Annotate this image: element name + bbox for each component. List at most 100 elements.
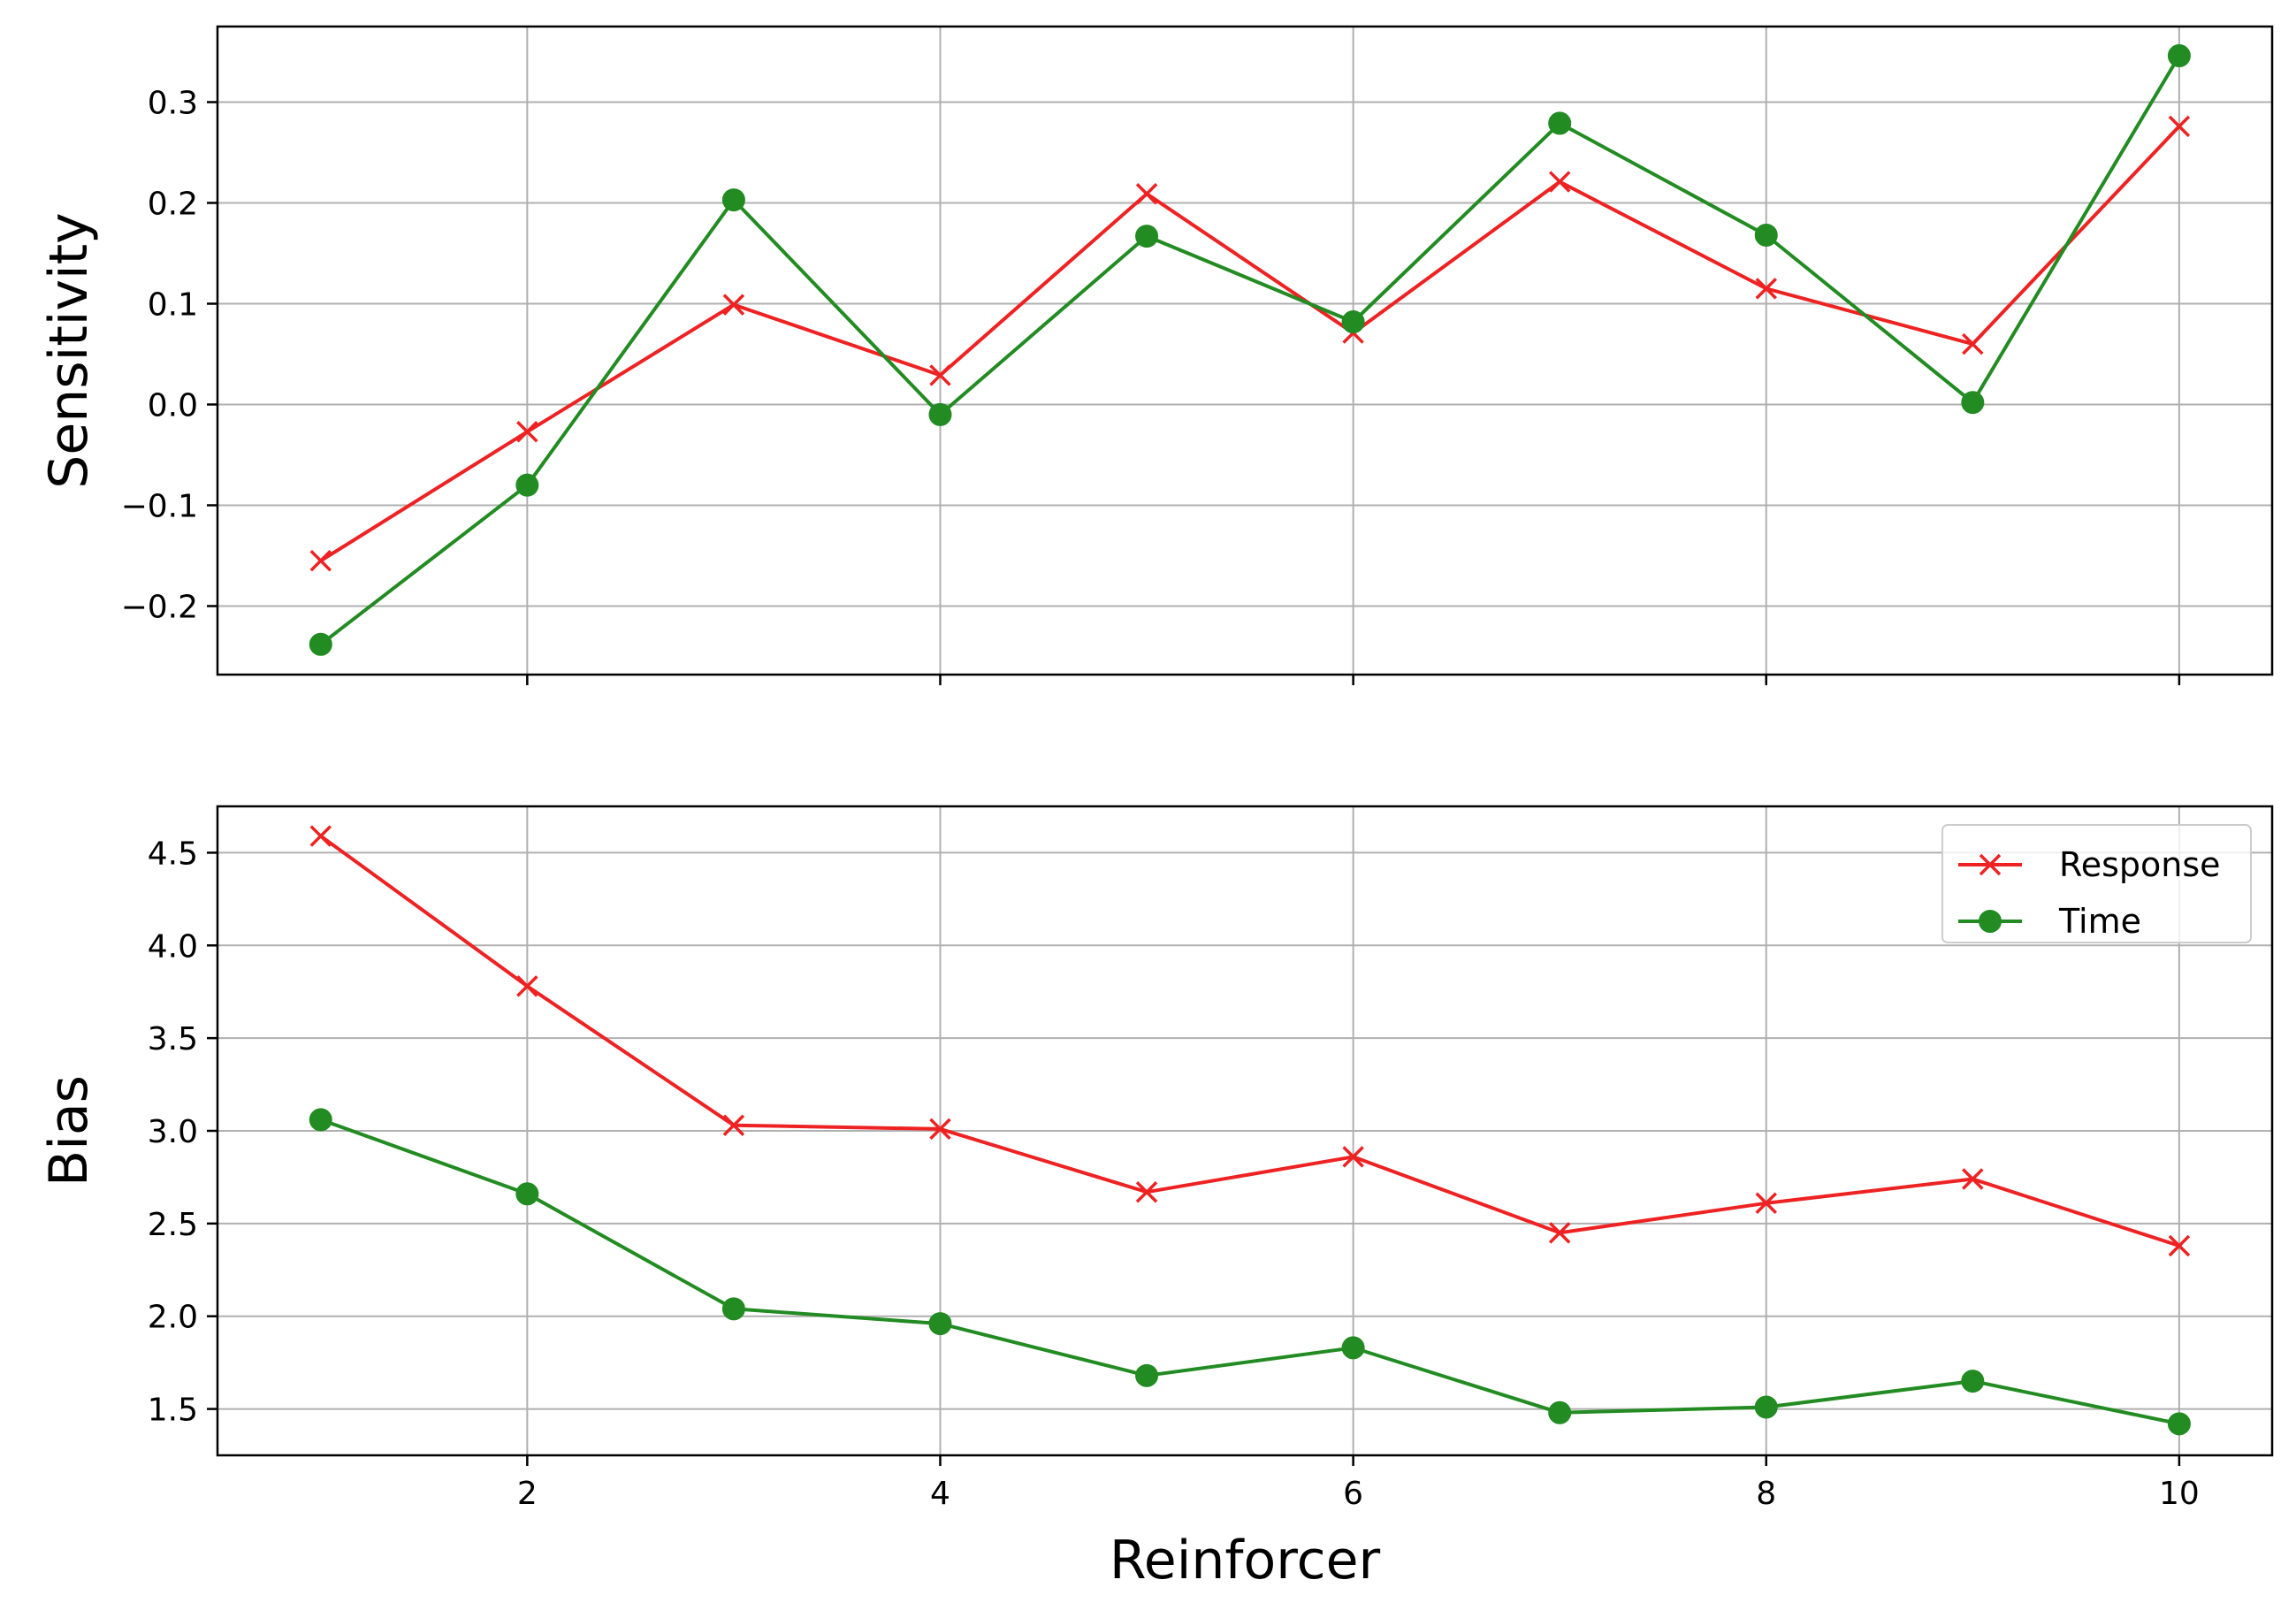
bias-lines [319,834,2180,1426]
bias-response-point-7 [1548,1222,1571,1244]
bias-time-point-7 [1548,1400,1572,1424]
bias-response-point-3-stroke-b [722,1114,745,1136]
bias-y-tick-label-6: 4.5 [148,836,198,872]
bias-x-tick-label-4: 4 [930,1476,950,1512]
sensitivity-y-axis-label: Sensitivity [38,212,100,488]
bias-response-point-5 [1135,1180,1158,1203]
sensitivity-y-tick-label-2: 0.0 [148,387,198,424]
bias-time-point-3 [721,1297,745,1321]
sensitivity-time-point-1 [309,632,332,656]
sensitivity-response-point-1 [309,549,332,572]
sensitivity-response-point-5-stroke-b [1135,182,1158,205]
bias-y-tick-label-3: 3.0 [148,1114,198,1150]
legend-box [1941,824,2252,943]
bias-time-point-5 [1135,1363,1159,1387]
sensitivity-y-tick-label-3: 0.1 [148,286,198,323]
legend-response-marker-glyph-stroke-b [1979,853,2002,876]
sensitivity-lines [319,55,2181,646]
legend-response-marker [1979,853,2002,876]
bias-response-line [319,834,2180,1248]
sensitivity-y-tick-label-0: −0.2 [121,589,198,625]
sensitivity-axes-frame [216,25,2274,676]
sensitivity-response-point-3-stroke-b [722,294,745,316]
bias-response-point-8-stroke-b [1755,1192,1777,1215]
sensitivity-response-point-2 [516,421,538,443]
sensitivity-time-line [319,55,2181,646]
bias-response-point-1 [309,825,332,847]
sensitivity-time-point-10 [2167,44,2191,68]
bias-time-point-6 [1341,1336,1365,1360]
bias-response-point-4-stroke-b [929,1118,951,1141]
bias-response-point-2 [516,975,538,997]
legend-entry-time: Time [1958,902,2141,941]
bias-y-tick-label-2: 2.5 [148,1207,198,1243]
sensitivity-response-point-8-stroke-b [1755,278,1777,300]
sensitivity-response-point-3 [722,294,745,316]
bias-response-point-4 [929,1118,951,1141]
sensitivity-markers [309,44,2191,656]
bias-markers [309,825,2191,1436]
bias-ticks: 2 4 6 8 10 1.5 2.0 2.5 3.0 3.5 4.0 4.5 [148,836,2200,1512]
bias-y-tick-label-4: 3.5 [148,1021,198,1057]
sensitivity-response-point-1-stroke-b [309,549,332,572]
sensitivity-response-point-8 [1755,278,1777,300]
bias-time-point-9 [1961,1370,1985,1393]
sensitivity-response-point-9-stroke-b [1962,332,1984,355]
bias-x-tick-label-8: 8 [1756,1476,1776,1512]
bias-time-line [320,1118,2180,1426]
bias-x-tick-label-2: 2 [517,1476,538,1512]
sensitivity-response-point-9 [1962,332,1984,355]
sensitivity-response-point-2-stroke-b [516,421,538,443]
sensitivity-response-line [319,125,2181,562]
legend-response-label: Response [2059,845,2221,884]
sensitivity-response-point-10 [2168,115,2191,138]
bias-response-point-8 [1755,1192,1777,1215]
bias-response-point-6-stroke-b [1342,1146,1364,1168]
sensitivity-time-point-9 [1961,391,1985,415]
bias-time-point-2 [515,1182,539,1206]
bias-response-point-3 [722,1114,745,1136]
bias-time-point-1 [309,1108,332,1132]
bias-time-point-4 [928,1312,952,1336]
x-axis-label: Reinforcer [1110,1530,1381,1591]
bias-response-point-2-stroke-b [516,975,538,997]
sensitivity-grid [217,27,2272,675]
bias-y-tick-label-0: 1.5 [148,1393,198,1429]
bias-response-point-6 [1342,1146,1364,1168]
sensitivity-response-point-7 [1548,171,1571,193]
sensitivity-panel: −0.2 −0.1 0.0 0.1 0.2 0.3 Sensitivity [38,25,2274,685]
sensitivity-y-tick-label-5: 0.3 [148,85,198,121]
legend-entry-response: Response [1958,845,2221,884]
sensitivity-response-point-7-stroke-b [1548,171,1571,193]
sensitivity-time-point-7 [1548,111,1572,135]
sensitivity-time-point-5 [1135,225,1159,248]
sensitivity-time-point-4 [928,402,952,426]
bias-response-point-10 [2168,1234,2191,1257]
bias-x-tick-label-10: 10 [2159,1476,2200,1512]
legend: Response Time [1941,824,2252,943]
bias-response-point-9 [1962,1168,1984,1190]
bias-panel: 2 4 6 8 10 1.5 2.0 2.5 3.0 3.5 4.0 4.5 Bias Reinfor… [38,805,2274,1591]
bias-y-axis-label: Bias [38,1075,100,1187]
bias-y-tick-label-1: 2.0 [148,1300,198,1336]
sensitivity-time-point-3 [721,188,745,212]
bias-time-point-10 [2167,1412,2191,1436]
bias-response-point-1-stroke-b [309,825,332,847]
sensitivity-response-point-5 [1135,182,1158,205]
sensitivity-ticks: −0.2 −0.1 0.0 0.1 0.2 0.3 [121,85,2181,685]
bias-response-point-5-stroke-b [1135,1180,1158,1203]
sensitivity-y-tick-label-4: 0.2 [148,186,198,222]
sensitivity-time-point-2 [515,473,539,497]
bias-y-tick-label-5: 4.0 [148,928,198,965]
sensitivity-response-point-4 [929,364,951,386]
sensitivity-response-point-4-stroke-b [929,364,951,386]
bias-x-tick-label-6: 6 [1343,1476,1363,1512]
bias-response-point-9-stroke-b [1962,1168,1984,1190]
bias-response-point-10-stroke-b [2168,1234,2191,1257]
bias-grid [217,806,2272,1455]
bias-response-point-7-stroke-b [1548,1222,1571,1244]
sensitivity-time-point-6 [1341,310,1365,334]
sensitivity-time-point-8 [1754,223,1778,247]
